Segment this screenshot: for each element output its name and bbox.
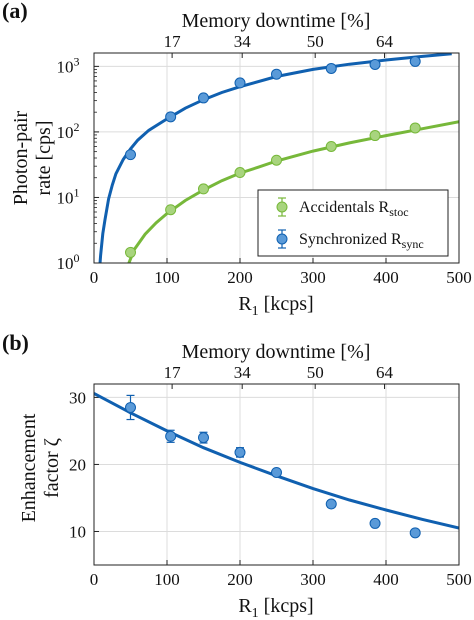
panel-a-ylabel-line2: rate [cps] xyxy=(33,121,55,196)
top-tick-label: 64 xyxy=(376,363,394,382)
panel-b-label: (b) xyxy=(2,330,29,355)
data-point-series-0 xyxy=(165,430,177,442)
data-point-series-0 xyxy=(165,204,177,216)
x-tick-label: 400 xyxy=(373,570,399,589)
panel-a-y-ticks: 100 101 102 103 xyxy=(57,54,99,273)
y-tick-label: 10 xyxy=(69,522,86,541)
panel-a-top-ticks: 17 34 50 64 xyxy=(164,32,394,58)
top-tick-label: 50 xyxy=(307,363,324,382)
x-tick-label: 100 xyxy=(154,570,180,589)
panel-b: (b) Memory downtime [%] 17 34 50 64 0 100 200… xyxy=(2,330,472,620)
data-point-series-0 xyxy=(369,517,381,529)
y-tick-label: 103 xyxy=(57,54,80,76)
data-point-series-0 xyxy=(325,498,337,510)
top-tick-label: 50 xyxy=(307,32,324,51)
y-tick-label: 20 xyxy=(69,455,86,474)
panel-a-xlabel: R1 [kcps] xyxy=(238,293,313,319)
data-point-series-0 xyxy=(271,154,282,166)
top-tick-label: 34 xyxy=(234,32,252,51)
top-tick-label: 17 xyxy=(164,32,182,51)
data-point-series-0 xyxy=(125,246,136,258)
data-point-series-1 xyxy=(198,92,209,104)
panel-b-top-xlabel: Memory downtime [%] xyxy=(182,341,371,363)
legend-label-synchronized: Synchronized Rsync xyxy=(299,231,424,251)
data-point-series-0 xyxy=(234,446,246,458)
panel-a-points xyxy=(125,55,421,258)
data-point-series-0 xyxy=(198,183,209,195)
top-tick-label: 17 xyxy=(164,363,182,382)
data-point-series-0 xyxy=(369,130,381,142)
data-point-series-0 xyxy=(409,527,421,539)
data-point-series-1 xyxy=(165,111,177,123)
top-tick-label: 34 xyxy=(234,363,252,382)
x-tick-label: 300 xyxy=(300,268,326,287)
data-point-series-0 xyxy=(198,432,209,444)
data-point-series-0 xyxy=(409,122,421,134)
data-point-series-0 xyxy=(271,466,282,478)
x-tick-label: 400 xyxy=(373,268,399,287)
legend-marker-synchronized xyxy=(276,233,288,245)
data-point-series-0 xyxy=(125,401,136,413)
legend-box xyxy=(257,189,449,257)
panel-a-x-ticks: 0 100 200 300 400 500 xyxy=(90,258,472,287)
panel-a-frame xyxy=(93,52,460,264)
panel-b-ylabel-line1: Enhancement xyxy=(18,413,40,522)
panel-b-points xyxy=(125,394,421,539)
x-tick-label: 0 xyxy=(90,570,99,589)
panel-a-label: (a) xyxy=(2,0,28,23)
legend-entry-synchronized: Synchronized Rsync xyxy=(276,229,424,251)
y-tick-label: 102 xyxy=(57,120,80,142)
x-tick-label: 0 xyxy=(90,268,99,287)
data-point-series-1 xyxy=(325,62,337,74)
legend-label-accidentals: Accidentals Rstoc xyxy=(299,199,409,219)
data-point-series-1 xyxy=(369,58,381,70)
panel-b-top-ticks: 17 34 50 64 xyxy=(164,363,394,389)
x-tick-label: 500 xyxy=(446,570,472,589)
y-tick-label: 101 xyxy=(57,185,80,207)
y-tick-label: 100 xyxy=(57,251,80,273)
x-tick-label: 200 xyxy=(227,570,253,589)
x-tick-label: 500 xyxy=(446,268,472,287)
panel-a: (a) Memory downtime [%] 17 34 50 64 0 100 200… xyxy=(2,0,472,319)
top-tick-label: 64 xyxy=(376,32,394,51)
x-tick-label: 100 xyxy=(154,268,180,287)
data-point-series-1 xyxy=(409,55,421,67)
fit-curve-0 xyxy=(127,120,459,263)
panel-b-x-ticks: 0 100 200 300 400 500 xyxy=(90,560,472,589)
panel-b-frame xyxy=(93,383,460,566)
panel-b-xlabel: R1 [kcps] xyxy=(238,595,313,620)
fit-curve-0 xyxy=(94,392,459,530)
legend-entry-accidentals: Accidentals Rstoc xyxy=(276,197,409,219)
x-tick-label: 300 xyxy=(300,570,326,589)
data-point-series-0 xyxy=(325,140,337,152)
panel-b-y-ticks: 10 20 30 xyxy=(69,388,99,541)
data-point-series-1 xyxy=(234,77,246,89)
panel-a-top-xlabel: Memory downtime [%] xyxy=(182,10,371,32)
panel-b-ylabel-line2: factor ζ xyxy=(41,438,63,498)
legend-marker-accidentals xyxy=(276,201,288,213)
panel-b-fits xyxy=(94,392,459,530)
data-point-series-1 xyxy=(125,149,136,161)
panel-a-ylabel-line1: Photon-pair xyxy=(10,110,32,205)
data-point-series-1 xyxy=(271,68,282,80)
data-point-series-0 xyxy=(234,167,246,179)
y-tick-label: 30 xyxy=(69,388,86,407)
panel-a-legend: Accidentals Rstoc Synchronized Rsync xyxy=(257,189,449,257)
x-tick-label: 200 xyxy=(227,268,253,287)
